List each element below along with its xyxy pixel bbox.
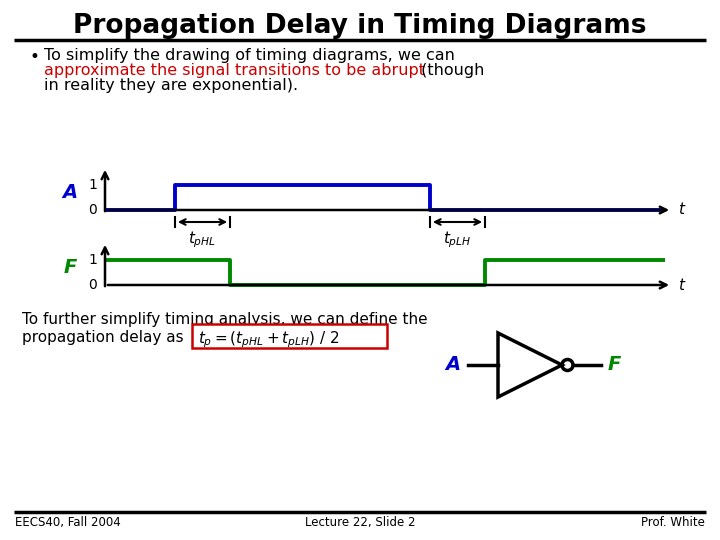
Text: A: A (445, 355, 460, 375)
Text: 1: 1 (88, 253, 97, 267)
Text: Propagation Delay in Timing Diagrams: Propagation Delay in Timing Diagrams (73, 13, 647, 39)
Text: F: F (63, 258, 77, 277)
FancyBboxPatch shape (192, 324, 387, 348)
Text: in reality they are exponential).: in reality they are exponential). (44, 78, 298, 93)
Text: (though: (though (416, 63, 485, 78)
Text: 0: 0 (89, 278, 97, 292)
Text: EECS40, Fall 2004: EECS40, Fall 2004 (15, 516, 121, 529)
Text: Lecture 22, Slide 2: Lecture 22, Slide 2 (305, 516, 415, 529)
Text: $t_{pLH}$: $t_{pLH}$ (444, 229, 472, 249)
Text: $t_p = (t_{pHL} + t_{pLH})\ /\ 2$: $t_p = (t_{pHL} + t_{pLH})\ /\ 2$ (198, 329, 340, 349)
Text: t: t (678, 278, 684, 293)
Text: 0: 0 (89, 203, 97, 217)
Text: To simplify the drawing of timing diagrams, we can: To simplify the drawing of timing diagra… (44, 48, 455, 63)
Text: •: • (30, 48, 40, 66)
Text: To further simplify timing analysis, we can define the: To further simplify timing analysis, we … (22, 312, 428, 327)
Text: propagation delay as: propagation delay as (22, 330, 184, 345)
Text: t: t (678, 202, 684, 218)
Text: Prof. White: Prof. White (641, 516, 705, 529)
Text: approximate the signal transitions to be abrupt: approximate the signal transitions to be… (44, 63, 425, 78)
Text: F: F (608, 355, 621, 375)
Text: A: A (62, 183, 77, 202)
Text: $t_{pHL}$: $t_{pHL}$ (189, 229, 217, 249)
Text: 1: 1 (88, 178, 97, 192)
